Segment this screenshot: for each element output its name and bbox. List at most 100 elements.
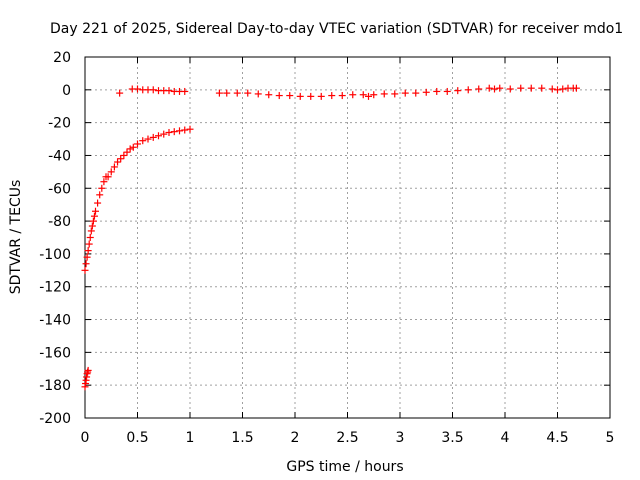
data-point xyxy=(359,91,367,99)
data-point xyxy=(307,92,315,100)
data-point xyxy=(265,91,273,99)
data-point xyxy=(104,173,112,181)
data-point xyxy=(328,92,336,100)
data-point xyxy=(92,207,99,215)
x-tick-label: 2.5 xyxy=(336,430,358,446)
data-point xyxy=(506,85,514,93)
data-point xyxy=(81,266,89,274)
data-point xyxy=(85,240,93,248)
y-tick-label: -200 xyxy=(39,411,71,427)
data-point xyxy=(443,87,451,95)
data-point xyxy=(391,90,399,98)
data-point xyxy=(181,126,189,134)
data-point xyxy=(338,92,346,100)
y-tick-label: 0 xyxy=(62,83,71,99)
data-point xyxy=(527,84,535,92)
data-point xyxy=(120,151,128,159)
x-tick-label: 3 xyxy=(396,430,405,446)
y-axis-label: SDTVAR / TECUs xyxy=(8,180,24,295)
data-point xyxy=(538,84,546,92)
data-point xyxy=(134,85,141,93)
y-tick-labels: 20 0 -20 -40 -60 -80 -100 -120 -140 -160 -180 -200 xyxy=(39,50,71,427)
data-point xyxy=(83,253,91,261)
y-tick-label: -80 xyxy=(48,214,71,230)
y-tick-label: 20 xyxy=(53,50,71,66)
data-point xyxy=(181,87,189,95)
data-point xyxy=(110,163,118,171)
data-point xyxy=(117,155,125,163)
data-point xyxy=(215,89,223,97)
y-tick-label: -120 xyxy=(39,280,71,296)
data-point xyxy=(139,137,147,145)
x-axis-label: GPS time / hours xyxy=(286,459,403,475)
x-tick-label: 0.5 xyxy=(126,430,148,446)
chart-title: Day 221 of 2025, Sidereal Day-to-day VTE… xyxy=(50,21,623,37)
x-tick-label: 2 xyxy=(291,430,300,446)
data-point xyxy=(84,247,92,255)
y-tick-label: -60 xyxy=(48,181,71,197)
data-point xyxy=(129,143,137,151)
y-tick-label: -180 xyxy=(39,378,71,394)
data-point xyxy=(100,178,108,186)
grid xyxy=(85,57,610,418)
data-point xyxy=(433,87,441,95)
data-point xyxy=(123,148,131,156)
data-point xyxy=(496,84,504,92)
data-point xyxy=(296,92,304,100)
data-point xyxy=(286,92,294,100)
y-tick-label: -160 xyxy=(39,345,71,361)
data-point xyxy=(114,158,122,166)
data-point xyxy=(554,86,561,94)
data-point xyxy=(244,89,252,97)
data-point xyxy=(223,89,231,97)
data-point xyxy=(170,128,178,136)
data-point xyxy=(155,132,162,140)
data-point xyxy=(87,227,95,235)
data-point xyxy=(370,91,378,99)
x-tick-label: 3.5 xyxy=(441,430,463,446)
data-point xyxy=(548,85,556,93)
x-tick-label: 4 xyxy=(501,430,510,446)
data-point xyxy=(422,88,430,96)
y-tick-label: -140 xyxy=(39,313,71,329)
data-point xyxy=(107,168,115,176)
data-point xyxy=(88,222,96,230)
data-point xyxy=(96,191,104,199)
x-tick-label: 1.5 xyxy=(231,430,253,446)
data-point xyxy=(491,85,498,93)
data-point xyxy=(149,133,157,141)
data-point xyxy=(275,92,283,100)
data-point xyxy=(464,86,472,94)
data-point xyxy=(349,91,357,99)
data-point xyxy=(149,86,157,94)
y-tick-label: -40 xyxy=(48,148,71,164)
data-point xyxy=(412,89,420,97)
data-point xyxy=(317,92,325,100)
data-point xyxy=(517,84,525,92)
data-point xyxy=(559,85,567,93)
data-point xyxy=(186,125,194,133)
data-point xyxy=(380,90,388,98)
y-tick-label: -20 xyxy=(48,116,71,132)
data-point xyxy=(254,90,262,98)
data-point xyxy=(572,84,580,92)
data-point xyxy=(233,89,241,97)
data-point xyxy=(90,212,98,220)
x-tick-label: 4.5 xyxy=(546,430,568,446)
data-point xyxy=(89,217,97,225)
data-point xyxy=(401,89,409,97)
data-point xyxy=(82,260,90,268)
data-point xyxy=(176,127,183,135)
data-point xyxy=(116,89,124,97)
x-tick-label: 5 xyxy=(606,430,615,446)
data-point xyxy=(475,85,483,93)
data-point xyxy=(94,199,102,207)
data-point xyxy=(126,145,134,153)
data-point xyxy=(165,128,173,136)
data-point xyxy=(485,84,493,92)
x-tick-label: 0 xyxy=(81,430,90,446)
data-point xyxy=(165,87,173,95)
data-point xyxy=(160,130,168,138)
data-point xyxy=(134,140,141,148)
